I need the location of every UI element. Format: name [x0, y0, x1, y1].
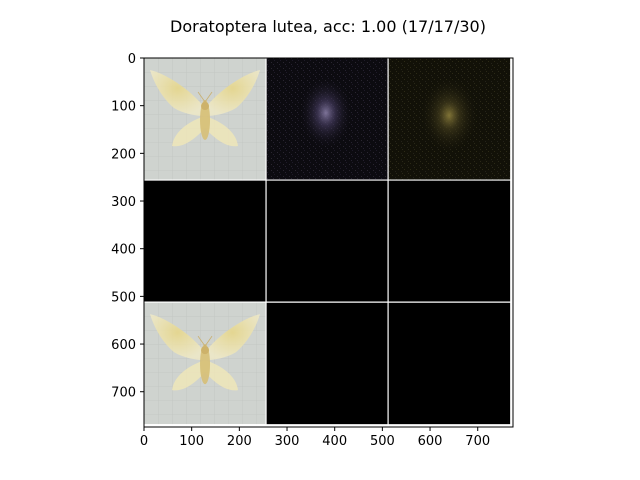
x-tick-label: 400 — [322, 434, 347, 449]
image-tiles — [144, 58, 511, 425]
tile-r0-c1 — [266, 58, 389, 181]
y-tick-label: 100 — [111, 100, 136, 115]
tile-r1-c2 — [388, 180, 511, 303]
y-tick-label: 700 — [111, 386, 136, 401]
x-tick-label: 100 — [179, 434, 204, 449]
tile-r1-c1 — [266, 180, 389, 303]
y-tick-label: 500 — [111, 290, 136, 305]
x-tick-label: 500 — [370, 434, 395, 449]
tile-r0-c0 — [144, 58, 267, 181]
axes-frame — [143, 57, 514, 428]
x-tick-label: 200 — [227, 434, 252, 449]
y-tick-label: 600 — [111, 338, 136, 353]
tile-r2-c0 — [144, 302, 267, 425]
x-tick-label: 600 — [418, 434, 443, 449]
tile-separators — [144, 58, 513, 427]
y-axis: 0 100 200 300 400 500 600 700 — [111, 52, 144, 401]
figure-title: Doratoptera lutea, acc: 1.00 (17/17/30) — [170, 17, 486, 36]
x-tick-label: 700 — [465, 434, 490, 449]
tile-r2-c1 — [266, 302, 389, 425]
y-tick-label: 200 — [111, 147, 136, 162]
x-tick-label: 0 — [140, 434, 148, 449]
y-tick-label: 300 — [111, 195, 136, 210]
x-tick-label: 300 — [275, 434, 300, 449]
x-axis: 0 100 200 300 400 500 600 700 — [140, 427, 490, 449]
y-tick-label: 0 — [128, 52, 136, 67]
y-tick-label: 400 — [111, 243, 136, 258]
tile-r2-c2 — [388, 302, 511, 425]
tile-r0-c2 — [388, 58, 511, 181]
tile-r1-c0 — [144, 180, 267, 303]
